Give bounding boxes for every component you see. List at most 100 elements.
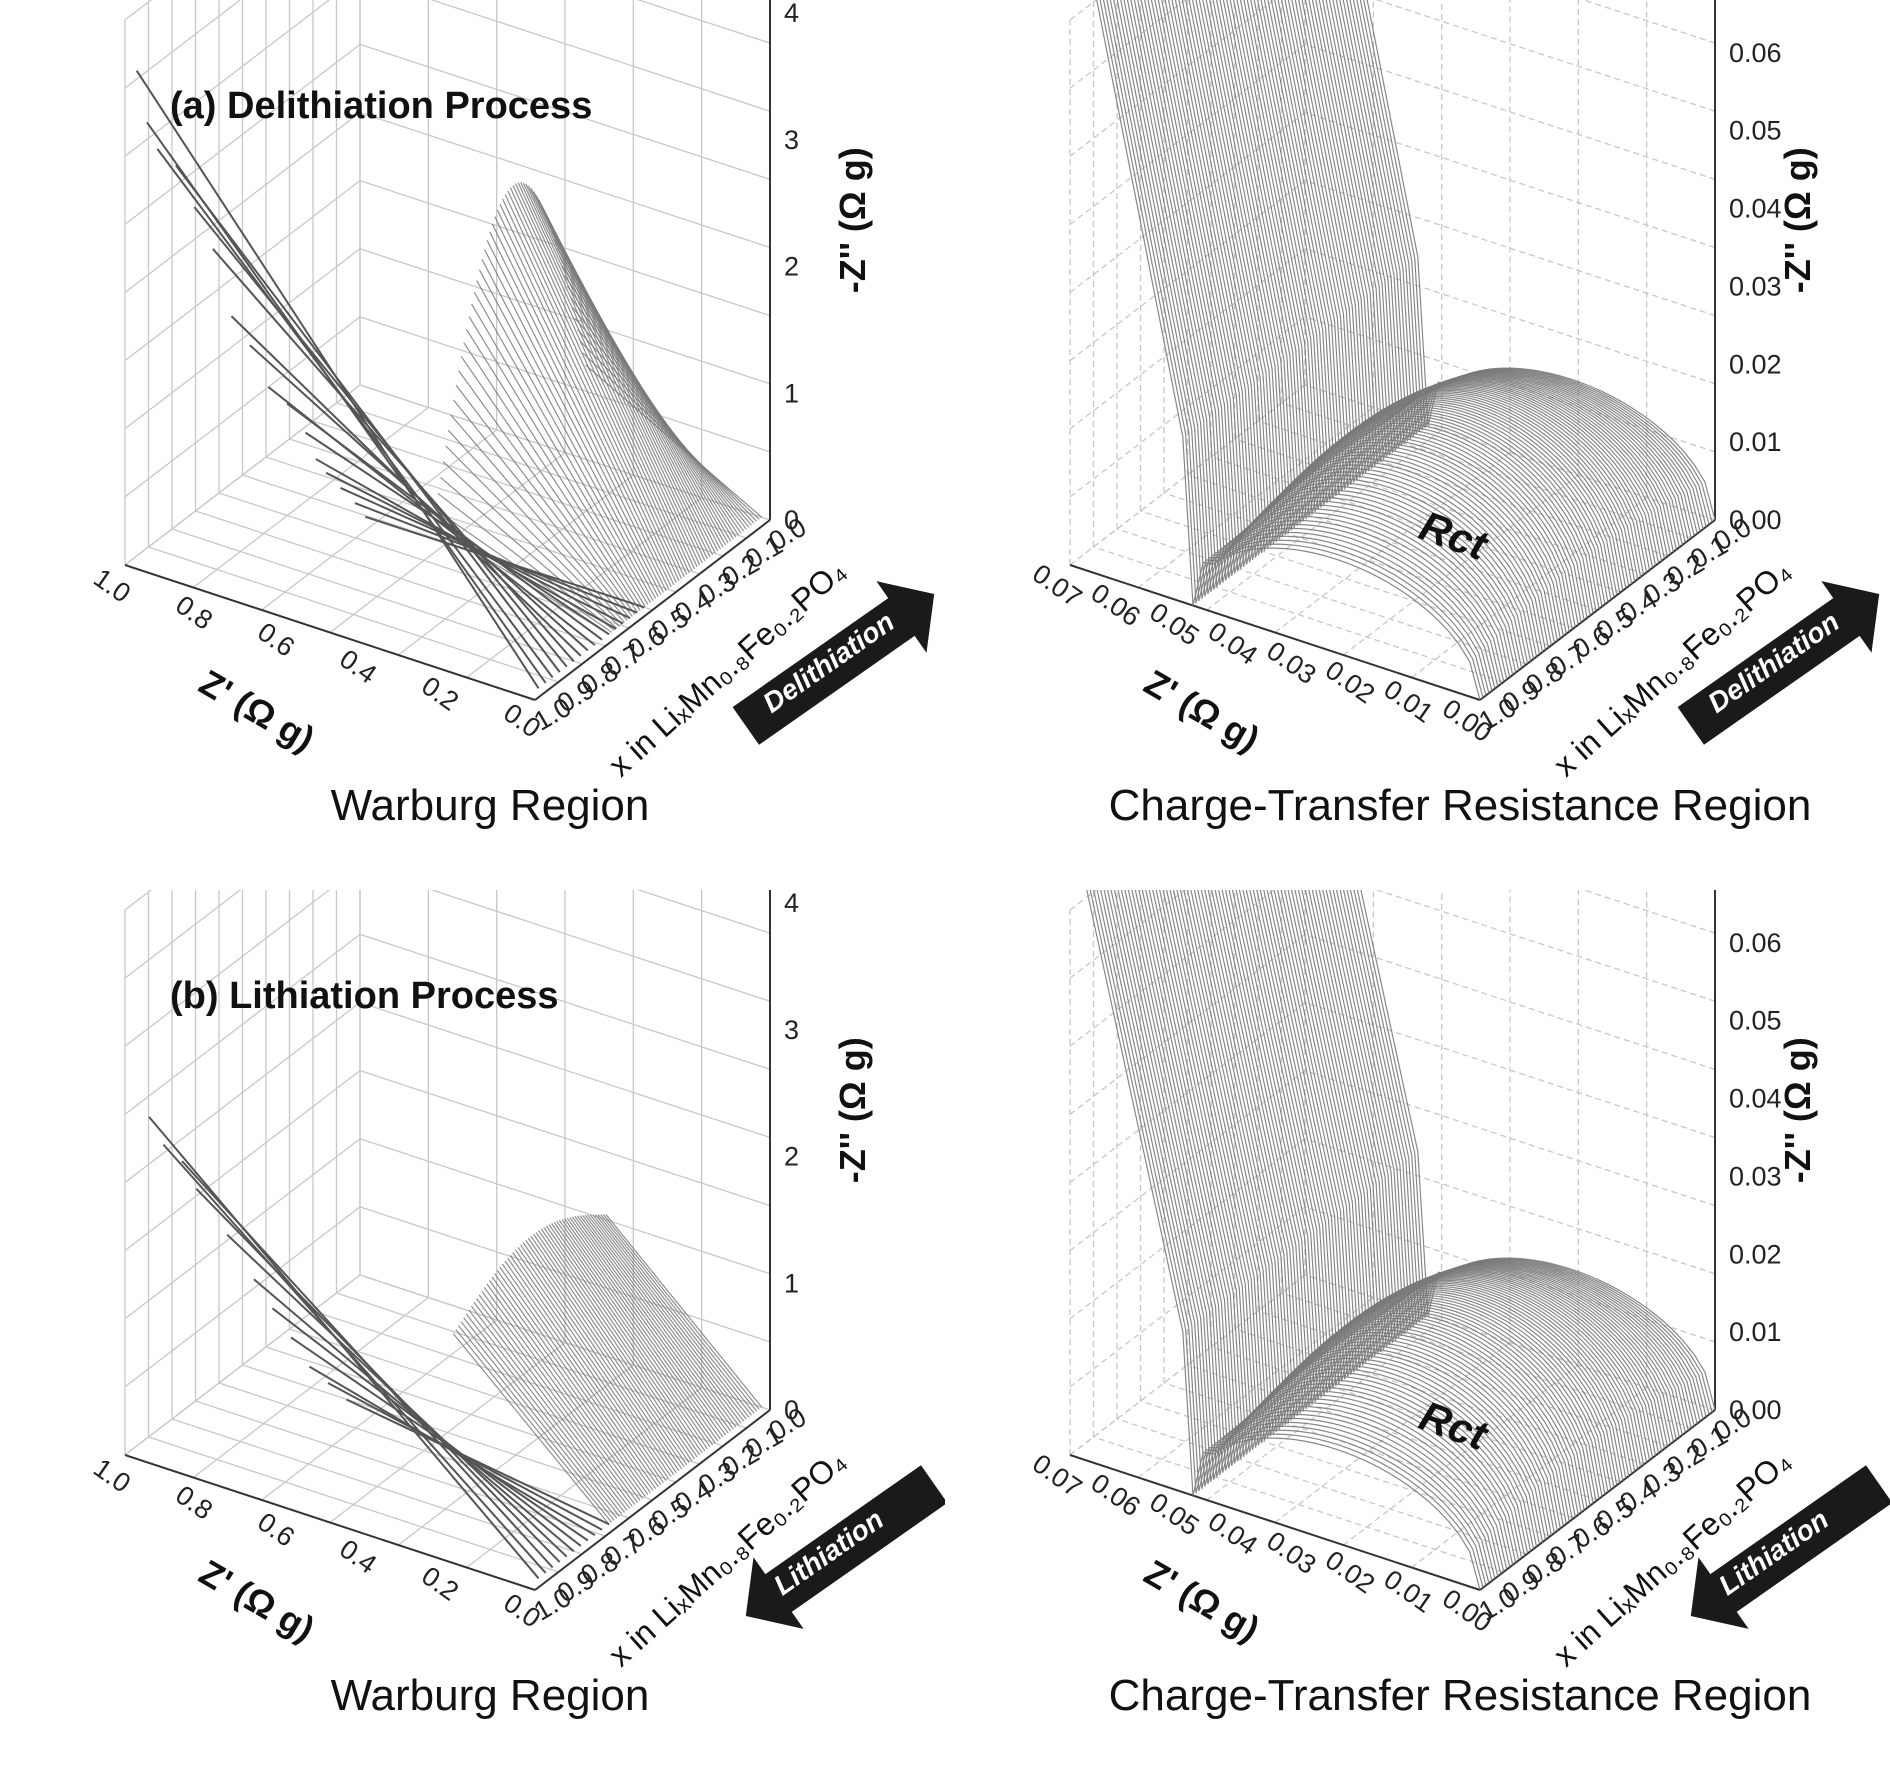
surface-line — [452, 1333, 610, 1525]
side-wall-grid-line — [124, 1001, 361, 1184]
panel-a-right: Rct 0.07 0.06 0.05 0.04 0.03 0.02 0.01 0.00 1.0 0.… — [945, 0, 1890, 890]
surface-line — [455, 1329, 613, 1523]
data-2 — [148, 1116, 763, 1579]
panel-b-right: Rct 0.07 0.06 0.05 0.04 0.03 0.02 0.01 0.00 1.0 0.… — [945, 890, 1890, 1780]
floor-grid-line — [265, 1346, 677, 1483]
surface-line — [1366, 0, 1716, 521]
data-line — [156, 148, 554, 679]
chart-b-right: Rct0.070.060.050.040.030.020.010.001.00.… — [1027, 890, 1890, 1720]
surface-line — [1297, 890, 1663, 1452]
back-wall-grid-line — [1304, 248, 1716, 385]
chart-a-right: Rct0.070.060.050.040.030.020.010.001.00.… — [1027, 0, 1880, 830]
z-tick-label: 3 — [784, 1015, 799, 1045]
z-tick-label: 2 — [784, 252, 799, 282]
surface-line — [525, 183, 703, 564]
z-tick-label: 0.04 — [1729, 1084, 1782, 1114]
surface-line — [442, 461, 620, 627]
x-tick-label: 0.03 — [1261, 1525, 1321, 1580]
back-wall-grid-line — [1375, 890, 1716, 1002]
surface-line — [1106, 0, 1490, 694]
back-wall-grid-line — [359, 1070, 771, 1207]
surface-line — [569, 296, 747, 530]
surface-line — [1099, 0, 1484, 698]
chart-b-left: 1.00.80.60.40.20.01.00.90.80.70.60.50.40… — [88, 890, 945, 1720]
x-axis-line — [124, 564, 536, 701]
back-wall-grid-line — [1304, 1138, 1716, 1275]
back-wall-grid-line — [359, 43, 771, 180]
z-axis-label: -Z'' (Ω g) — [1777, 147, 1818, 293]
floor-grid-line — [148, 1436, 559, 1573]
back-wall-grid-line — [430, 890, 771, 1002]
floor-grid-line — [1187, 1364, 1598, 1501]
x-tick-label: 0.06 — [1086, 578, 1146, 633]
surface-line — [589, 1214, 747, 1420]
floor-grid-line — [1093, 546, 1504, 683]
surface-line — [440, 476, 618, 629]
back-wall-grid-line — [1304, 933, 1716, 1070]
surface-line — [1116, 0, 1499, 687]
x-tick-label: 0.07 — [1027, 1448, 1087, 1503]
back-wall-grid-line — [430, 0, 771, 112]
floor-grid-line — [1163, 1382, 1575, 1519]
z-tick-label: 0.01 — [1729, 427, 1782, 457]
surface-line — [491, 1276, 649, 1495]
side-wall-grid-line — [124, 43, 361, 225]
surface-line — [486, 240, 664, 593]
surface-line — [587, 1214, 745, 1422]
z-tick-label: 0.03 — [1729, 1161, 1782, 1191]
side-wall-grid-line — [124, 180, 361, 362]
surface-line — [460, 356, 639, 613]
panel-caption: Charge-Transfer Resistance Region — [1109, 781, 1812, 830]
floor-grid-line — [1140, 510, 1551, 647]
surface-line — [1120, 890, 1511, 1568]
x-tick-label: 0.01 — [1378, 1564, 1438, 1619]
surface-line — [577, 329, 755, 524]
x-tick-label: 0.06 — [1086, 1468, 1146, 1523]
surface-line — [507, 1257, 664, 1483]
x-tick-label: 0.6 — [252, 1507, 300, 1553]
z-tick-label: 0 — [784, 505, 799, 535]
side-wall-grid-line — [124, 890, 242, 979]
x-tick-label: 0.02 — [1320, 1545, 1380, 1600]
surface-line — [1117, 890, 1508, 1570]
x-tick-label: 0.8 — [170, 590, 218, 636]
data-1: Rct — [1096, 0, 1716, 701]
surface-line — [605, 1214, 763, 1408]
data-line — [193, 206, 568, 668]
x-axis-label: Z' (Ω g) — [1138, 1551, 1267, 1649]
data-line — [212, 248, 575, 662]
surface-line — [1086, 890, 1481, 1591]
surface-line — [496, 1269, 654, 1491]
surface-line — [577, 1215, 734, 1430]
z-tick-label: 0.03 — [1729, 271, 1782, 301]
surface-line — [1109, 0, 1493, 692]
surface-line — [470, 1305, 628, 1511]
arrow-1: Delithiation — [1677, 581, 1880, 745]
x-axis-line — [1069, 1454, 1481, 1591]
x-tick-label: 0.2 — [416, 671, 464, 717]
surface-line — [525, 1239, 683, 1470]
surface-line — [517, 1246, 675, 1476]
surface-line — [1315, 0, 1671, 555]
surface-line — [1089, 890, 1484, 1588]
floor-grid-line — [148, 546, 559, 683]
side-wall-grid-line — [124, 1274, 361, 1456]
side-wall-grid-line — [124, 111, 361, 294]
side-wall-grid-line — [124, 1070, 361, 1252]
x-tick-label: 0.03 — [1261, 635, 1321, 690]
z-tick-label: 0.02 — [1729, 1239, 1782, 1269]
direction-arrow — [1690, 1465, 1890, 1629]
back-wall-grid-line — [1304, 180, 1716, 317]
surface-line — [1360, 890, 1716, 1411]
data-line — [175, 164, 561, 673]
surface-line — [545, 1225, 703, 1454]
x-tick-label: 0.6 — [252, 617, 300, 663]
surface-line — [1212, 0, 1582, 623]
surface-line — [579, 1215, 737, 1428]
surface-line — [556, 1220, 714, 1446]
surface-line — [1093, 890, 1487, 1586]
floor-grid-line — [289, 438, 700, 575]
surface-line — [502, 198, 680, 582]
z-axis-label: -Z'' (Ω g) — [1777, 1037, 1818, 1183]
surface-line — [478, 1294, 636, 1505]
